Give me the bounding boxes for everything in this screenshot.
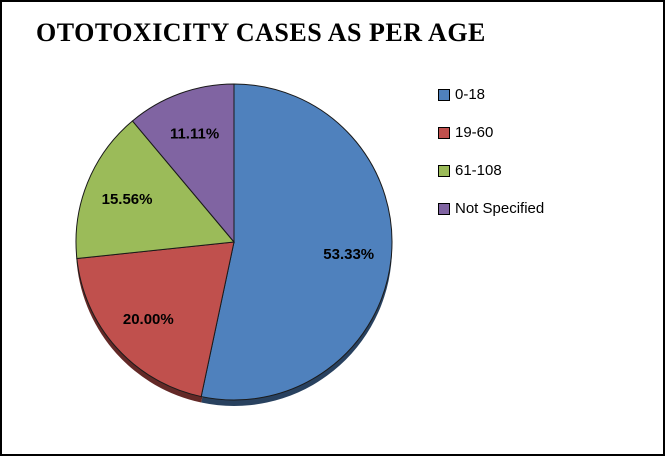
pie-slice-19-60 [76,241,235,398]
legend-label-0-18: 0-18 [455,86,486,103]
legend: 0-18 19-60 61-108 Not Specified [438,86,544,217]
legend-item-0-18: 0-18 [438,86,544,103]
legend-swatch-not-specified [438,202,450,215]
pie-slice-not-specified [131,83,235,244]
slice-label-19-60: 20.00% [123,311,174,328]
legend-label-not-specified: Not Specified [455,200,545,217]
slice-label-not-specified: 11.11% [170,126,219,143]
pie-slice-0-18 [200,83,393,401]
legend-swatch-0-18 [438,88,450,101]
legend-item-61-108: 61-108 [438,162,544,179]
legend-item-not-specified: Not Specified [438,200,544,217]
chart-title: OTOTOXICITY CASES AS PER AGE [36,18,486,47]
legend-swatch-19-60 [438,126,450,139]
legend-item-19-60: 19-60 [438,124,544,141]
slice-label-61-108: 15.56% [102,191,153,208]
pie-slice-61-108 [75,120,235,260]
slice-label-0-18: 53.33% [323,246,374,263]
legend-swatch-61-108 [438,164,450,177]
legend-label-61-108: 61-108 [455,162,502,179]
legend-label-19-60: 19-60 [455,124,494,141]
